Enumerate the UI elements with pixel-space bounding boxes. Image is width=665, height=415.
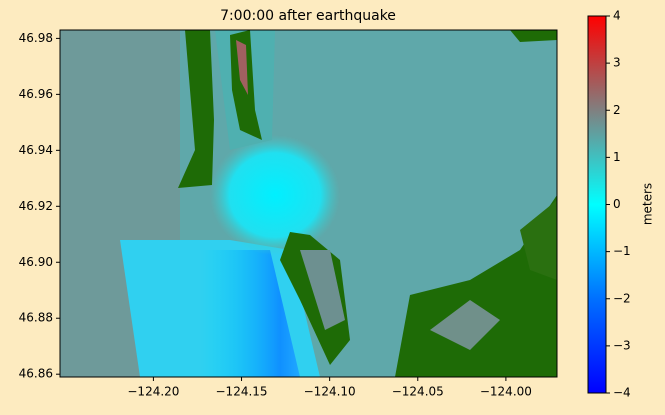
y-tick-label: 46.92 [19, 199, 53, 213]
colorbar-tick-label: 3 [613, 56, 621, 70]
y-tick-label: 46.90 [19, 255, 53, 269]
y-tick-label: 46.96 [19, 87, 53, 101]
y-tick-label: 46.86 [19, 367, 53, 381]
colorbar [587, 15, 607, 394]
colorbar-tick-label: −1 [613, 244, 631, 258]
y-tick-label: 46.98 [19, 31, 53, 45]
colorbar-tick-label: 4 [613, 9, 621, 23]
colorbar-tick-label: −3 [613, 338, 631, 352]
chart-title: 7:00:00 after earthquake [220, 8, 396, 24]
x-tick-label: −124.10 [304, 385, 356, 399]
x-tick-label: −124.15 [216, 385, 268, 399]
y-tick-label: 46.88 [19, 311, 53, 325]
x-tick-label: −124.00 [480, 385, 532, 399]
x-tick-label: −124.05 [392, 385, 444, 399]
y-tick-label: 46.94 [19, 143, 53, 157]
colorbar-tick-label: −4 [613, 386, 631, 400]
colorbar-tick-label: 2 [613, 103, 621, 117]
plot-frame [59, 29, 558, 378]
colorbar-tick-label: 1 [613, 150, 621, 164]
colorbar-tick-label: 0 [613, 197, 621, 211]
map-image [60, 30, 557, 377]
x-tick-label: −124.20 [127, 385, 179, 399]
colorbar-tick-label: −2 [613, 291, 631, 305]
colorbar-label: meters [641, 183, 655, 225]
